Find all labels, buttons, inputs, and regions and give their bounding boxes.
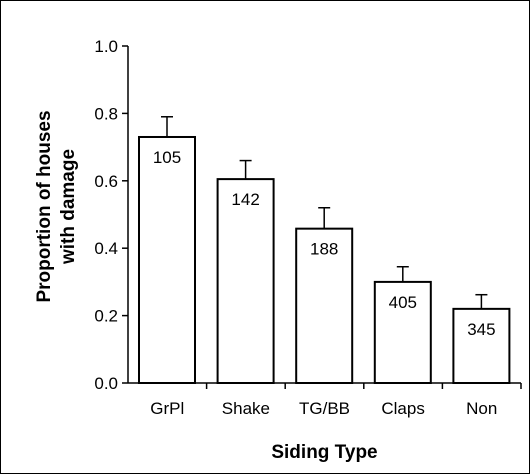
y-tick-label: 0.2: [94, 307, 118, 326]
bar-count-label: 405: [389, 293, 417, 312]
x-tick-label: GrPl: [150, 399, 184, 418]
y-tick-label: 0.6: [94, 172, 118, 191]
bar: [138, 135, 196, 384]
bar-count-label: 142: [231, 190, 259, 209]
bar: [373, 280, 432, 384]
y-tick-label: 0.8: [94, 104, 118, 123]
y-axis-title-line: with damage: [58, 149, 79, 265]
bar: [216, 178, 275, 384]
bars-group: [138, 116, 511, 384]
y-axis-title-line: Proportion of houses: [34, 110, 55, 302]
x-tick-label: TG/BB: [299, 399, 350, 418]
x-tick-label: Shake: [222, 399, 270, 418]
bar-count-label: 105: [153, 148, 181, 167]
x-axis-title: Siding Type: [271, 442, 377, 463]
bar-count-label: 188: [310, 240, 338, 259]
bar: [452, 307, 511, 384]
y-axis-title: Proportion of houses with damage: [34, 110, 79, 302]
y-tick-label: 1.0: [94, 37, 118, 56]
x-tick-label: Claps: [381, 399, 424, 418]
x-tick-label: Non: [466, 399, 497, 418]
labels-group: 0.0 0.2 0.4 0.6 0.8 1.0 105 GrPl 142 Shake 188 TG/B…: [94, 37, 497, 418]
y-tick-label: 0.0: [94, 374, 118, 393]
bar: [295, 227, 354, 384]
bar-count-label: 345: [467, 320, 495, 339]
y-tick-label: 0.4: [94, 239, 118, 258]
